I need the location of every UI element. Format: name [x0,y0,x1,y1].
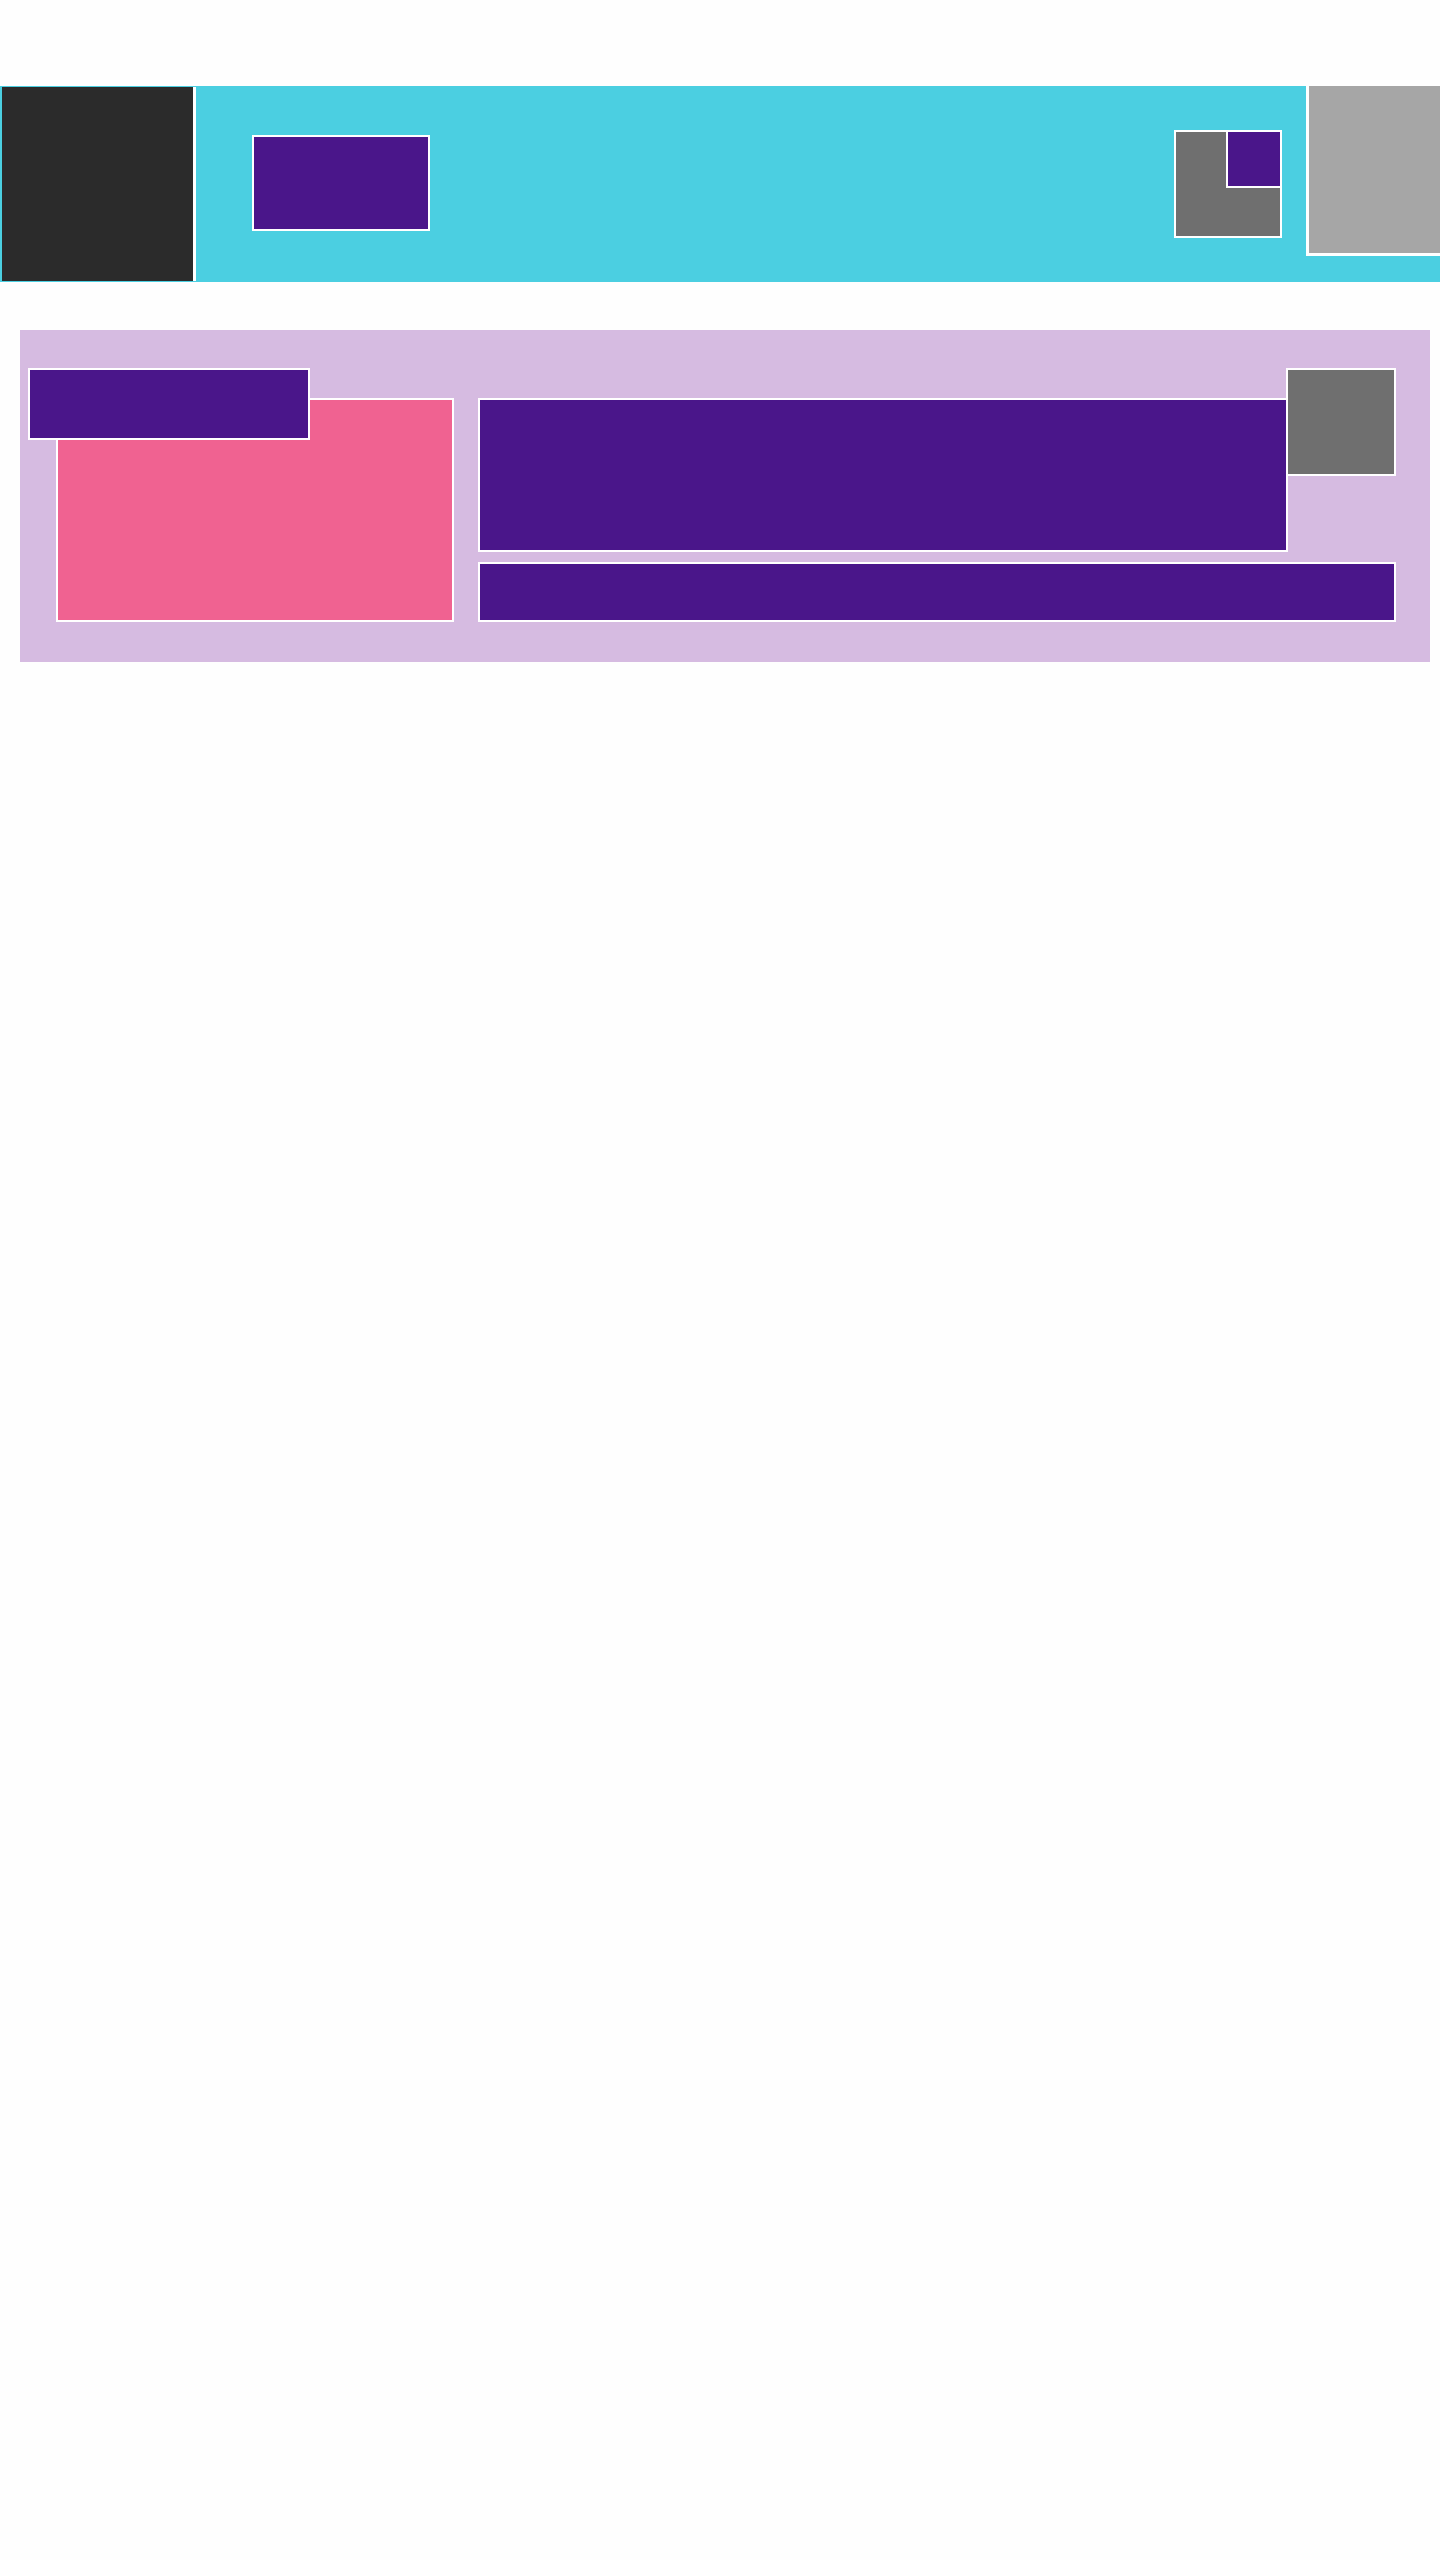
side-block[interactable] [2,87,196,281]
card-label-box [28,368,310,440]
header-right-panel[interactable] [1306,86,1440,256]
card-icon-box[interactable] [1286,368,1396,476]
header-label-box[interactable] [252,135,430,231]
card-title-box [478,398,1288,552]
card-bar[interactable] [478,562,1396,622]
header-widget-badge [1226,130,1282,188]
